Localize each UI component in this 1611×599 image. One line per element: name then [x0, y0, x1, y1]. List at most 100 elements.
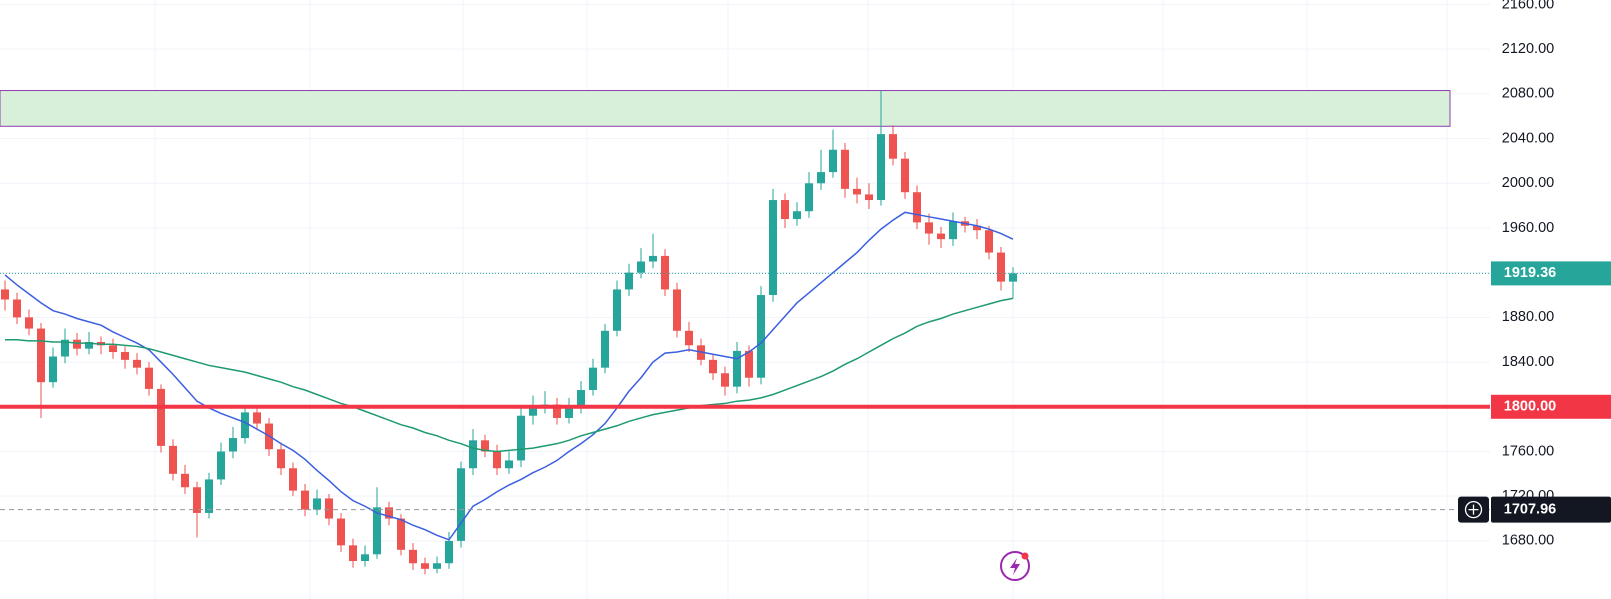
- candle-body: [217, 451, 225, 480]
- y-tick-label: 1680.00: [1502, 533, 1554, 549]
- candle-body: [61, 339, 69, 357]
- candle-body: [397, 518, 405, 550]
- candle-body: [685, 330, 693, 346]
- candle-body: [601, 330, 609, 368]
- candle-body: [889, 134, 897, 159]
- candle-body: [613, 289, 621, 331]
- candle-body: [985, 230, 993, 253]
- candle-body: [949, 221, 957, 240]
- candle-body: [481, 440, 489, 452]
- y-tick-label: 2040.00: [1502, 130, 1554, 146]
- y-tick-label: 1880.00: [1502, 309, 1554, 325]
- candle-body: [349, 545, 357, 562]
- candle-body: [649, 255, 657, 262]
- candle-body: [253, 412, 261, 424]
- y-tick-label: 1960.00: [1502, 220, 1554, 236]
- y-tick-label: 1840.00: [1502, 354, 1554, 370]
- candle-body: [49, 356, 57, 383]
- last-price-label: 1919.36: [1504, 265, 1556, 281]
- candle-body: [145, 367, 153, 389]
- candle-body: [853, 188, 861, 195]
- candle-body: [829, 149, 837, 173]
- candle-body: [721, 373, 729, 387]
- y-tick-label: 2000.00: [1502, 175, 1554, 191]
- candle-body: [229, 438, 237, 452]
- candle-body: [865, 194, 873, 201]
- candle-body: [733, 350, 741, 387]
- candle-body: [781, 200, 789, 220]
- candle-body: [817, 172, 825, 184]
- candle-body: [457, 468, 465, 541]
- candle-body: [517, 415, 525, 461]
- zone-layer: [0, 90, 1451, 127]
- icon-bolt: [1010, 558, 1020, 575]
- alert-icon[interactable]: [1000, 551, 1030, 581]
- badge-layer: 1800.00 1919.36 1707.96: [1458, 261, 1611, 523]
- candle-body: [1009, 273, 1017, 282]
- candle-body: [133, 359, 141, 368]
- candle-body: [169, 445, 177, 474]
- crosshair-plus-ring: [1464, 500, 1483, 519]
- candle-body: [997, 252, 1005, 282]
- candle-body: [505, 460, 513, 469]
- candle-body: [745, 350, 753, 378]
- candle-body: [661, 255, 669, 290]
- candle-body: [805, 183, 813, 212]
- candle-body: [301, 490, 309, 510]
- candle-body: [757, 295, 765, 378]
- candle-body: [373, 507, 381, 555]
- candle-body: [577, 390, 585, 407]
- candle-body: [157, 388, 165, 446]
- candle-body: [25, 317, 33, 329]
- candle-body: [277, 449, 285, 469]
- candle-body: [901, 158, 909, 193]
- moving-average: [4, 211, 1014, 541]
- crosshair-badge: [1491, 496, 1611, 523]
- candle-body: [289, 468, 297, 491]
- candle-body: [181, 473, 189, 488]
- candle-body: [673, 289, 681, 331]
- candle-body: [73, 339, 81, 349]
- candle-body: [421, 563, 429, 569]
- candle-body: [529, 406, 537, 416]
- candle-body: [445, 540, 453, 564]
- candle-body: [565, 406, 573, 418]
- candle-body: [793, 211, 801, 220]
- moving-average: [5, 297, 1014, 453]
- candle-body: [913, 192, 921, 223]
- y-tick-label: 2120.00: [1502, 41, 1554, 57]
- candle-body: [1, 289, 9, 300]
- candle-body: [925, 222, 933, 234]
- candle-body: [937, 233, 945, 240]
- crosshair-label: 1707.96: [1504, 501, 1556, 517]
- candle-body: [37, 328, 45, 383]
- candle-body: [361, 554, 369, 562]
- candle-body: [553, 404, 561, 418]
- candle-body: [709, 359, 717, 374]
- level-label: 1800.00: [1504, 399, 1556, 415]
- y-tick-label: 2160.00: [1502, 0, 1554, 12]
- candle-body: [469, 440, 477, 469]
- y-tick-label: 2080.00: [1502, 86, 1554, 102]
- candle-body: [433, 563, 441, 569]
- candle-body: [973, 225, 981, 231]
- candle-body: [85, 341, 93, 349]
- candle-body: [193, 487, 201, 513]
- candle-body: [493, 451, 501, 469]
- candle-body: [109, 345, 117, 353]
- candle-body: [841, 149, 849, 189]
- candle-body: [241, 412, 249, 439]
- level-badge: [1491, 394, 1611, 419]
- icon-dot: [1021, 552, 1029, 560]
- candle-body: [337, 518, 345, 546]
- y-tick-label: 1760.00: [1502, 443, 1554, 459]
- candle-body: [325, 498, 333, 519]
- candle-body: [121, 352, 129, 360]
- last-price-badge: [1491, 261, 1611, 286]
- candle-body: [13, 299, 21, 318]
- candle-body: [877, 134, 885, 201]
- candle-body: [409, 549, 417, 564]
- candle-layer: [1, 90, 1017, 575]
